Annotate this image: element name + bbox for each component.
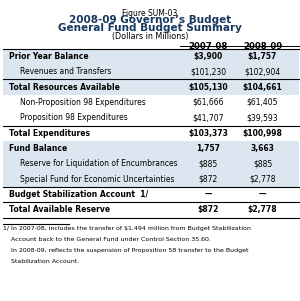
Text: $1,757: $1,757 bbox=[248, 52, 277, 61]
Text: $39,593: $39,593 bbox=[247, 113, 278, 122]
Text: $102,904: $102,904 bbox=[244, 67, 280, 76]
Text: $41,707: $41,707 bbox=[193, 113, 224, 122]
Text: Prior Year Balance: Prior Year Balance bbox=[9, 52, 88, 61]
Text: Reserve for Liquidation of Encumbrances: Reserve for Liquidation of Encumbrances bbox=[20, 160, 177, 168]
Text: 1,757: 1,757 bbox=[196, 144, 220, 153]
Text: Total Expenditures: Total Expenditures bbox=[9, 129, 90, 138]
Text: $100,998: $100,998 bbox=[243, 129, 282, 138]
Text: $872: $872 bbox=[199, 175, 218, 184]
Text: Figure SUM-03: Figure SUM-03 bbox=[122, 9, 178, 18]
Text: Stabilization Account.: Stabilization Account. bbox=[3, 259, 79, 264]
Text: $105,130: $105,130 bbox=[189, 83, 228, 92]
Text: Revenues and Transfers: Revenues and Transfers bbox=[20, 67, 111, 76]
Text: (Dollars in Millions): (Dollars in Millions) bbox=[112, 32, 188, 41]
Text: $885: $885 bbox=[253, 160, 272, 168]
Text: 2008-09 Governor’s Budget: 2008-09 Governor’s Budget bbox=[69, 15, 231, 25]
Text: Total Resources Available: Total Resources Available bbox=[9, 83, 120, 92]
Text: 3,663: 3,663 bbox=[250, 144, 274, 153]
Text: $2,778: $2,778 bbox=[248, 206, 277, 214]
Text: $872: $872 bbox=[198, 206, 219, 214]
Text: 2007-08: 2007-08 bbox=[189, 42, 228, 51]
Text: $103,373: $103,373 bbox=[189, 129, 228, 138]
Text: Budget Stabilization Account  1/: Budget Stabilization Account 1/ bbox=[9, 190, 148, 199]
Text: Non-Proposition 98 Expenditures: Non-Proposition 98 Expenditures bbox=[20, 98, 145, 107]
Text: Fund Balance: Fund Balance bbox=[9, 144, 67, 153]
Text: $101,230: $101,230 bbox=[190, 67, 226, 76]
Text: Account back to the General Fund under Control Section 35.60.: Account back to the General Fund under C… bbox=[3, 237, 211, 242]
Text: Proposition 98 Expenditures: Proposition 98 Expenditures bbox=[20, 113, 127, 122]
Text: —: — bbox=[259, 190, 266, 199]
Text: 1/ In 2007-08, includes the transfer of $1,494 million from Budget Stabilization: 1/ In 2007-08, includes the transfer of … bbox=[3, 226, 251, 231]
Text: 2008-09: 2008-09 bbox=[243, 42, 282, 51]
Text: —: — bbox=[205, 190, 212, 199]
Text: $2,778: $2,778 bbox=[249, 175, 276, 184]
Text: $885: $885 bbox=[199, 160, 218, 168]
Text: $3,900: $3,900 bbox=[194, 52, 223, 61]
Text: $104,661: $104,661 bbox=[243, 83, 282, 92]
Text: General Fund Budget Summary: General Fund Budget Summary bbox=[58, 23, 242, 33]
Text: $61,405: $61,405 bbox=[247, 98, 278, 107]
Text: Total Available Reserve: Total Available Reserve bbox=[9, 206, 110, 214]
Text: Special Fund for Economic Uncertainties: Special Fund for Economic Uncertainties bbox=[20, 175, 174, 184]
Text: $61,666: $61,666 bbox=[193, 98, 224, 107]
Text: In 2008-09, reflects the suspension of Proposition 58 transfer to the Budget: In 2008-09, reflects the suspension of P… bbox=[3, 248, 248, 253]
